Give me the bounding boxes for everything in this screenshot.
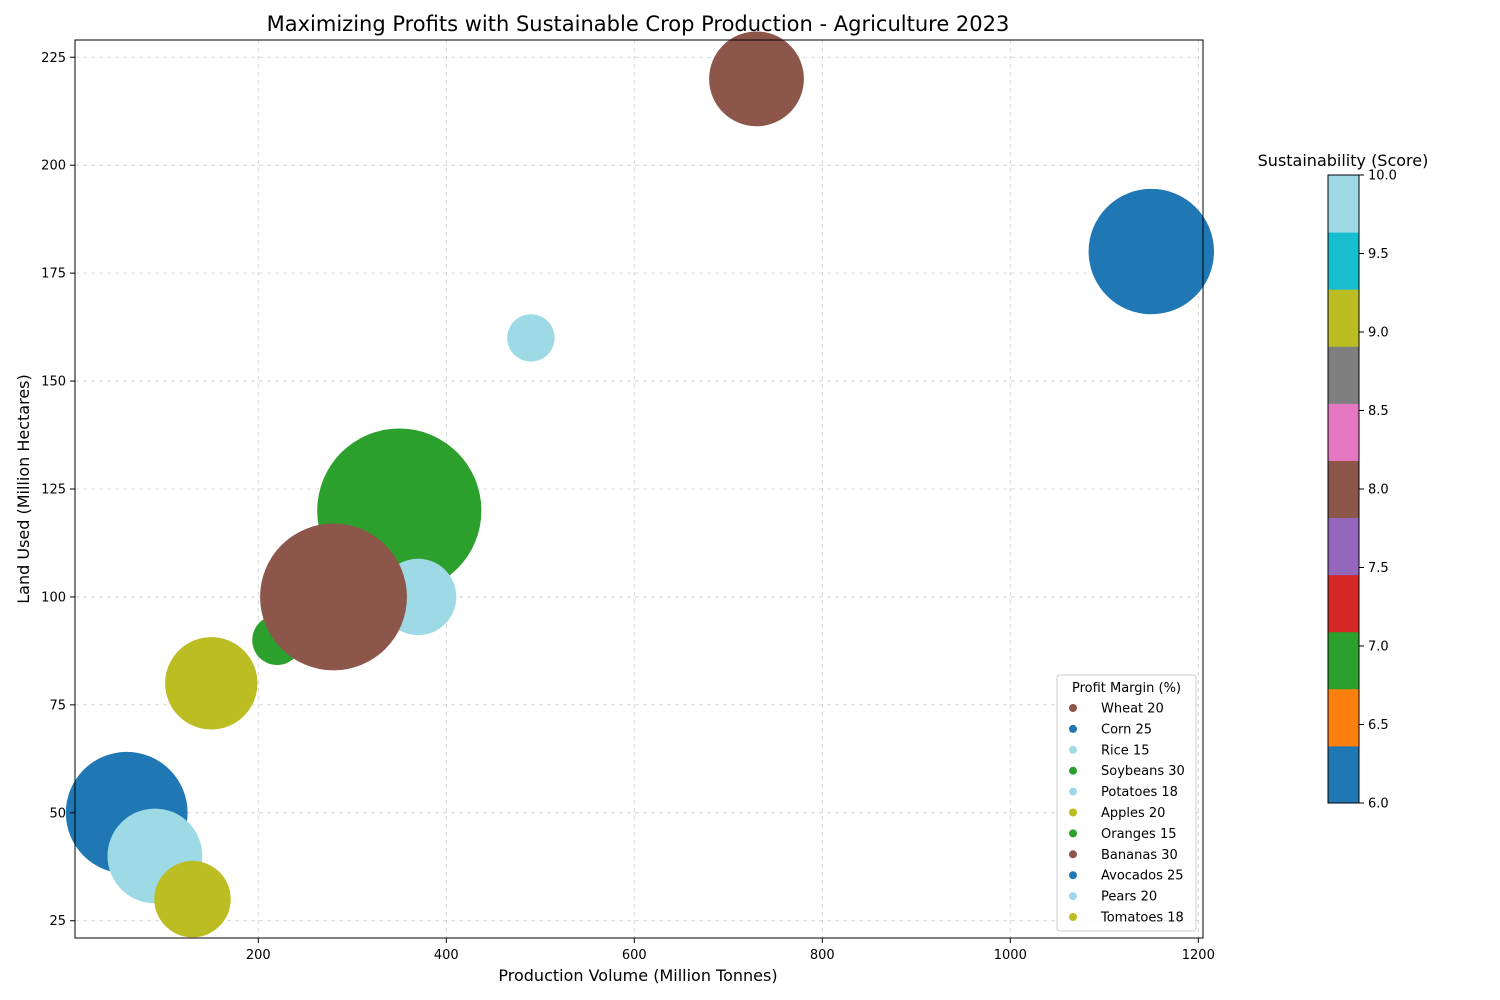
legend-entry: Wheat 20 (1101, 702, 1164, 717)
x-tick-label: 200 (246, 948, 271, 963)
colorbar-segment (1328, 574, 1359, 633)
legend-entry: Bananas 30 (1101, 848, 1178, 863)
x-tick-label: 1000 (994, 948, 1027, 963)
colorbar-segment (1328, 346, 1359, 404)
bubbles (65, 31, 1215, 938)
legend-entry: Corn 25 (1101, 722, 1152, 737)
legend-entry: Rice 15 (1101, 743, 1149, 758)
y-tick-label: 125 (41, 483, 66, 498)
colorbar-segment (1328, 688, 1359, 747)
colorbar: 6.0 6.5 7.0 7.5 8.0 8.5 9.0 9.5 10.0 (1327, 169, 1397, 812)
y-tick-label: 75 (49, 698, 66, 713)
colorbar-segment (1328, 232, 1359, 290)
colorbar-tick-label: 10.0 (1368, 169, 1397, 184)
y-axis-ticks: 25 50 75 100 125 150 175 200 225 (41, 51, 75, 929)
legend-marker (1069, 745, 1077, 754)
colorbar-title: Sustainability (Score) (1258, 151, 1429, 170)
legend-entry: Potatoes 18 (1101, 785, 1178, 800)
legend: Profit Margin (%) Wheat 20 Corn 25 Rice 15 S… (1056, 674, 1197, 932)
grid-lines (75, 40, 1203, 938)
y-tick-label: 150 (41, 375, 66, 390)
colorbar-tick-label: 7.0 (1368, 640, 1389, 655)
bubble-wheat (709, 31, 804, 127)
colorbar-segment (1328, 517, 1359, 576)
legend-marker (1069, 892, 1077, 901)
bubble-bananas (260, 523, 407, 671)
legend-entry: Oranges 15 (1101, 827, 1176, 842)
x-tick-label: 400 (434, 948, 459, 963)
legend-marker (1069, 829, 1077, 838)
colorbar-tick-label: 9.5 (1368, 247, 1389, 262)
colorbar-tick-label: 7.5 (1368, 561, 1389, 576)
colorbar-segment (1328, 175, 1359, 233)
legend-marker (1069, 850, 1077, 859)
y-tick-label: 175 (41, 267, 66, 282)
bubble-corn (1088, 188, 1215, 315)
x-tick-label: 800 (810, 948, 835, 963)
bubble-apples (165, 637, 258, 730)
colorbar-tick-label: 6.0 (1368, 797, 1389, 812)
legend-marker (1069, 808, 1077, 817)
colorbar-segment (1328, 403, 1359, 461)
y-tick-label: 50 (49, 806, 66, 821)
x-axis-label: Production Volume (Million Tonnes) (498, 966, 777, 985)
colorbar-segment (1328, 631, 1359, 690)
y-tick-label: 200 (41, 159, 66, 174)
colorbar-tick-label: 8.0 (1368, 483, 1389, 498)
colorbar-tick-label: 8.5 (1368, 404, 1389, 419)
legend-entry: Avocados 25 (1101, 869, 1184, 884)
legend-entry: Tomatoes 18 (1100, 911, 1184, 926)
legend-frame (1056, 674, 1197, 932)
x-tick-label: 1200 (1182, 948, 1215, 963)
legend-title: Profit Margin (%) (1072, 681, 1181, 696)
chart-title: Maximizing Profits with Sustainable Crop… (267, 12, 1010, 36)
legend-entry: Soybeans 30 (1101, 764, 1185, 779)
legend-marker (1069, 766, 1077, 775)
bubble-rice (507, 314, 555, 362)
colorbar-tick-label: 6.5 (1368, 718, 1389, 733)
legend-entry: Apples 20 (1101, 806, 1165, 821)
y-tick-label: 25 (49, 914, 66, 929)
bubble-tomatoes (154, 860, 231, 938)
legend-marker (1069, 871, 1077, 880)
legend-entry: Pears 20 (1101, 890, 1157, 905)
colorbar-segment (1328, 289, 1359, 347)
legend-marker (1069, 913, 1077, 921)
y-tick-label: 100 (41, 590, 66, 605)
colorbar-segment (1328, 745, 1359, 804)
x-tick-label: 600 (622, 948, 647, 963)
legend-marker (1069, 704, 1077, 712)
legend-marker (1069, 724, 1077, 733)
legend-marker (1069, 787, 1077, 796)
colorbar-segment (1328, 460, 1359, 519)
y-axis-label: Land Used (Million Hectares) (14, 374, 33, 603)
y-tick-label: 225 (41, 51, 66, 66)
x-axis-ticks: 200 400 600 800 1000 1200 (246, 938, 1215, 963)
colorbar-tick-label: 9.0 (1368, 326, 1389, 341)
